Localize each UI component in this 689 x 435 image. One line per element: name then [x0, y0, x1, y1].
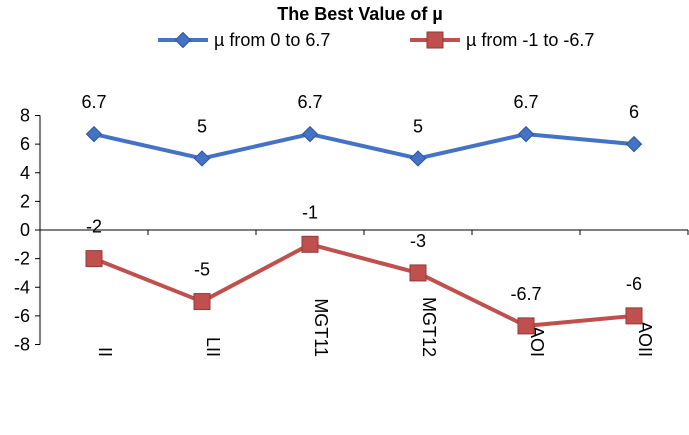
data-point	[85, 125, 103, 143]
data-point	[517, 125, 535, 143]
data-point	[193, 150, 211, 167]
y-tick-label: -2	[14, 249, 30, 269]
y-tick-label: 8	[20, 106, 30, 126]
data-label: 6.7	[297, 92, 322, 112]
data-label: -5	[194, 260, 210, 280]
series-2: -2 -5 -1 -3 -6.7 -6	[85, 202, 643, 335]
series-layer: 6.7 5 6.7 5 6.7 6 -2 -5 -1 -3 -6.7 -6	[81, 92, 643, 335]
data-point	[625, 307, 643, 325]
y-tick-label: 0	[20, 220, 30, 240]
x-tick-label: LII	[203, 337, 223, 357]
x-tick-label: MGT11	[311, 298, 331, 357]
series-line	[93, 242, 635, 328]
y-tick-label: -4	[14, 277, 30, 297]
data-point	[301, 235, 319, 253]
data-label: -3	[410, 231, 426, 251]
data-point	[85, 250, 103, 268]
data-label: 6.7	[81, 92, 106, 112]
data-point	[193, 293, 211, 311]
legend-marker	[174, 31, 192, 49]
legend-marker	[426, 31, 444, 49]
data-label: 5	[413, 116, 423, 136]
data-label: 6.7	[513, 92, 538, 112]
series-line	[93, 132, 635, 161]
data-point	[409, 264, 427, 282]
x-tick-label: MGT12	[419, 297, 439, 357]
y-tick-label: -8	[14, 335, 30, 355]
y-tick-label: 4	[20, 163, 30, 183]
legend-item-2: µ from -1 to -6.7	[410, 30, 594, 50]
y-tick-label: 6	[20, 134, 30, 154]
legend: µ from 0 to 6.7 µ from -1 to -6.7	[158, 30, 594, 50]
data-point	[409, 150, 427, 167]
data-point	[301, 125, 319, 143]
x-axis-ticks: II LII MGT11 MGT12 AOI AOII	[39, 230, 689, 357]
data-label: 5	[197, 116, 207, 136]
y-tick-label: 2	[20, 191, 30, 211]
data-label: 6	[629, 102, 639, 122]
data-label: -2	[86, 217, 102, 237]
data-label: -6.7	[510, 284, 541, 304]
legend-item-1: µ from 0 to 6.7	[158, 30, 330, 50]
y-axis-ticks: 8 6 4 2 0 -2 -4 -6 -8	[14, 106, 40, 355]
legend-label: µ from 0 to 6.7	[214, 30, 330, 50]
data-point	[517, 317, 535, 335]
x-tick-label: AOII	[635, 321, 655, 357]
x-tick-label: II	[95, 347, 115, 357]
data-point	[625, 135, 643, 153]
data-label: -6	[626, 274, 642, 294]
chart-title: The Best Value of µ	[277, 4, 442, 24]
data-label: -1	[302, 202, 318, 222]
legend-label: µ from -1 to -6.7	[466, 30, 594, 50]
series-1: 6.7 5 6.7 5 6.7 6	[81, 92, 643, 167]
y-tick-label: -6	[14, 306, 30, 326]
